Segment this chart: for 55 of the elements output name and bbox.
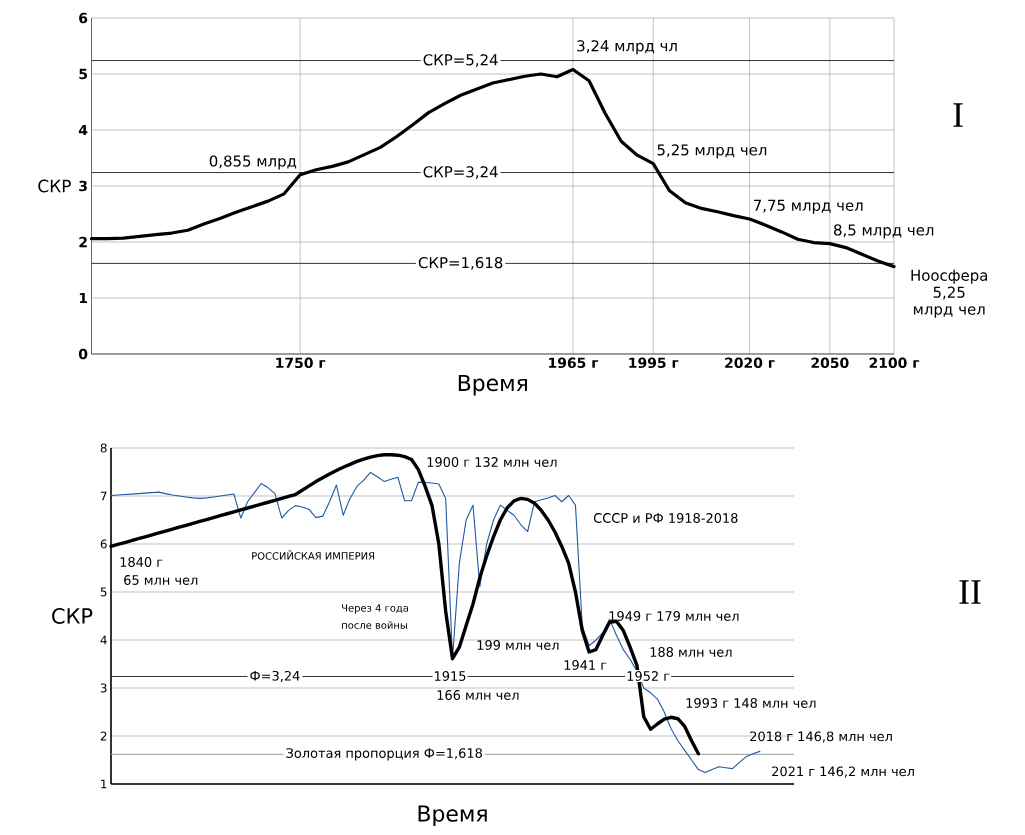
annotation: 1840 г [120, 557, 163, 567]
y-tick-label: 0 [78, 348, 88, 360]
y-tick-label: 7 [100, 491, 107, 501]
annotation: 1949 г 179 млн чел [609, 611, 739, 621]
annotation: 0,855 млрд [209, 155, 297, 170]
ref-line-label: СКР=1,618 [418, 256, 503, 270]
x-tick-label: 1995 г [629, 357, 679, 369]
text: I [953, 103, 963, 127]
annotation: 7,75 млрд чел [753, 199, 863, 214]
y-tick-label: 1 [79, 292, 88, 304]
ref-line-label: СКР=3,24 [423, 166, 498, 179]
x-tick-label: 2100 г [869, 357, 920, 369]
annotation: 1915 [434, 671, 466, 681]
annotation: Через 4 года [342, 604, 408, 614]
x-tick-label: 2050 [811, 357, 849, 369]
y-tick-label: 5 [100, 587, 107, 597]
ref-line-label: Ф=3,24 [250, 670, 300, 683]
annotation: 5,25 млрд чел [657, 144, 767, 159]
y-tick-label: 1 [101, 779, 107, 789]
y-tick-label: 2 [79, 236, 87, 248]
y-tick-label: 2 [100, 731, 107, 741]
y-tick-label: 6 [100, 539, 107, 549]
y-tick-label: 8 [100, 443, 107, 453]
x-tick-label: 1750 г [276, 357, 326, 369]
x-axis-title: Время [458, 374, 527, 396]
y-tick-label: 6 [79, 12, 88, 24]
annotation: 1900 г 132 млн чел [427, 457, 557, 467]
annotation: 1941 г [564, 660, 607, 670]
annotation: Ноосфера 5,25 млрд чел [911, 269, 988, 318]
annotation: 188 млн чел [650, 647, 732, 657]
annotation: 199 млн чел [477, 640, 559, 650]
ref-line-label: Золотая пропорция Ф=1,618 [286, 748, 482, 761]
y-axis-title: СКР [52, 608, 93, 624]
y-axis-title: СКР [38, 179, 71, 193]
x-axis-title: Время [418, 805, 487, 827]
annotation: 8,5 млрд чел [834, 224, 934, 239]
y-tick-label: 3 [100, 683, 107, 693]
x-tick-label: 1965 г [549, 357, 599, 369]
annotation: 65 млн чел [124, 575, 198, 585]
annotation: 2018 г 146,8 млн чел [750, 731, 892, 743]
annotation: после войны [342, 621, 407, 629]
annotation: 3,24 млрд чл [577, 40, 677, 55]
text: II [959, 580, 981, 604]
y-tick-label: 4 [100, 635, 107, 645]
annotation: 2021 г 146,2 млн чел [772, 766, 914, 778]
annotation: 1952 г [627, 671, 670, 681]
x-tick-label: 2020 г [725, 357, 775, 369]
annotation: СССР и РФ 1918-2018 [593, 513, 738, 523]
annotation: 166 млн чел [437, 690, 519, 700]
y-tick-label: 5 [79, 68, 88, 80]
y-tick-label: 4 [78, 124, 88, 136]
annotation: РОССИЙСКАЯ ИМПЕРИЯ [252, 550, 375, 560]
y-tick-label: 3 [79, 180, 87, 192]
annotation: 1993 г 148 млн чел [686, 698, 816, 708]
ref-line-label: СКР=5,24 [423, 54, 498, 67]
